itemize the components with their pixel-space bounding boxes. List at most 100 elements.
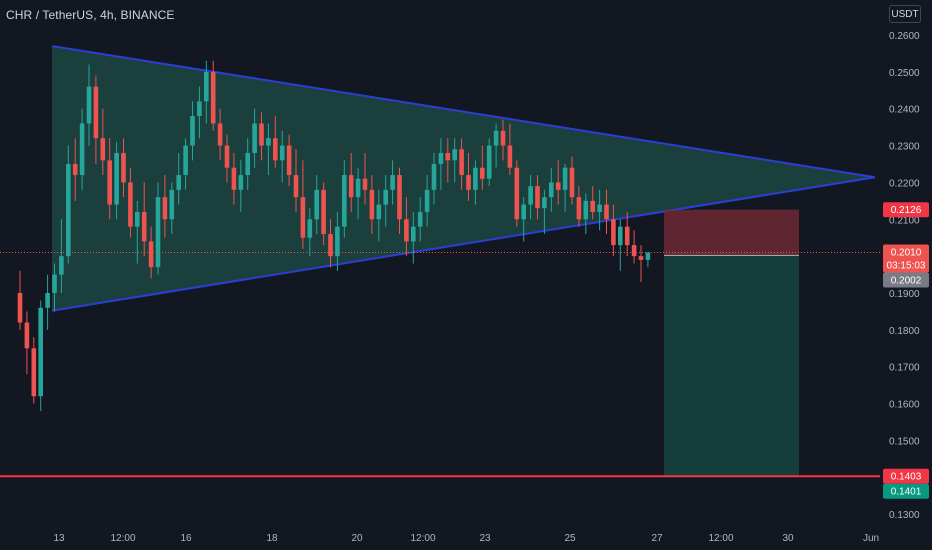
candle-body (100, 138, 106, 161)
candle-body (576, 197, 582, 220)
currency-unit-button[interactable]: USDT (889, 5, 921, 23)
candle (231, 152, 237, 205)
candle-body (390, 175, 395, 190)
candle-body (38, 307, 43, 397)
candle-body (238, 175, 244, 190)
candle-body (335, 226, 340, 257)
candle-body (24, 322, 30, 349)
candle-body (210, 71, 216, 124)
candle-body (183, 145, 188, 176)
candle (86, 64, 92, 146)
candle (141, 182, 147, 257)
candle (286, 134, 292, 187)
candle (528, 175, 533, 220)
candle (197, 86, 202, 139)
candle (266, 123, 271, 176)
candle (252, 108, 257, 168)
candle-body (141, 211, 147, 242)
candle (31, 337, 37, 404)
candle-body (31, 348, 37, 397)
time-tick-label: 23 (479, 533, 491, 544)
time-tick-label: 12:00 (410, 533, 435, 544)
price-badges: 0.2126 0.2010 03:15:03 0.2002 0.1403 0.1401 (883, 202, 929, 499)
target-price-badge-bg (883, 483, 929, 499)
candle-body (224, 145, 230, 168)
candle (618, 219, 623, 271)
target-price-badge: 0.1401 (891, 487, 922, 498)
candle-body (66, 164, 71, 257)
candle-body (93, 86, 99, 139)
candle (507, 123, 513, 176)
short-position-drawing[interactable] (664, 209, 799, 477)
symbol-title[interactable]: CHR / TetherUS, 4h, BINANCE (6, 8, 175, 22)
candle-body (604, 204, 609, 220)
time-tick-label: 20 (351, 533, 363, 544)
candle (611, 204, 616, 257)
candle (411, 211, 416, 264)
time-tick-label: 16 (180, 533, 192, 544)
candle (597, 189, 602, 231)
take-profit-zone (664, 255, 799, 477)
candle-body (549, 182, 554, 198)
candle (438, 138, 444, 190)
candle-body (190, 116, 195, 146)
candle (114, 141, 119, 220)
candle (17, 270, 23, 330)
price-tick-label: 0.1300 (889, 510, 920, 521)
candle-body (507, 145, 513, 168)
candle-body (590, 200, 595, 212)
support-price-badge-bg (883, 468, 929, 484)
price-tick-label: 0.2400 (889, 105, 920, 116)
candle-body (466, 175, 471, 190)
candle (390, 160, 395, 205)
candle-body (79, 123, 85, 176)
entry-price-badge-bg (883, 272, 929, 288)
candle (397, 167, 402, 235)
candle (100, 108, 106, 176)
candle-body (300, 197, 306, 238)
support-price-badge: 0.1403 (891, 472, 922, 483)
candle (245, 138, 250, 190)
candle (562, 164, 568, 212)
candle (279, 130, 285, 183)
time-tick-label: 18 (266, 533, 278, 544)
last-price-badge-bg (883, 244, 929, 273)
candle (362, 152, 368, 205)
candle (624, 211, 630, 257)
candle-body (486, 145, 492, 179)
candle-body (562, 167, 568, 190)
candle (45, 274, 50, 330)
candle-body (542, 197, 547, 209)
candle-body (404, 219, 409, 242)
price-tick-label: 0.2200 (889, 178, 920, 189)
price-tick-label: 0.2300 (889, 142, 920, 153)
candle (128, 167, 133, 238)
candle-body (480, 167, 485, 179)
candle-body (583, 200, 589, 220)
candle (404, 197, 409, 257)
candle-body (438, 152, 444, 165)
candle (445, 138, 451, 183)
candle-body (493, 130, 499, 146)
candle (162, 175, 168, 238)
candle (369, 175, 375, 235)
candle (500, 119, 506, 161)
candle-body (314, 189, 319, 220)
candle-body (52, 274, 57, 294)
price-axis[interactable]: 0.2600 0.2500 0.2400 0.2300 0.2200 0.2100 0.19… (889, 31, 920, 521)
candle-body (431, 164, 437, 190)
candle-body (107, 160, 112, 205)
candle (355, 167, 361, 220)
candle-body (266, 138, 271, 146)
candle-body (162, 197, 168, 220)
candle (121, 138, 126, 198)
time-axis[interactable]: 13 12:00 16 18 20 12:00 23 25 27 12:00 30 Jun (53, 533, 879, 544)
candle-body (293, 175, 299, 198)
candle (590, 186, 595, 220)
candle-body (452, 149, 457, 161)
candle (452, 138, 457, 183)
symmetrical-triangle-drawing[interactable] (51, 45, 876, 312)
candle-body (307, 219, 313, 238)
candle-body (286, 145, 292, 176)
